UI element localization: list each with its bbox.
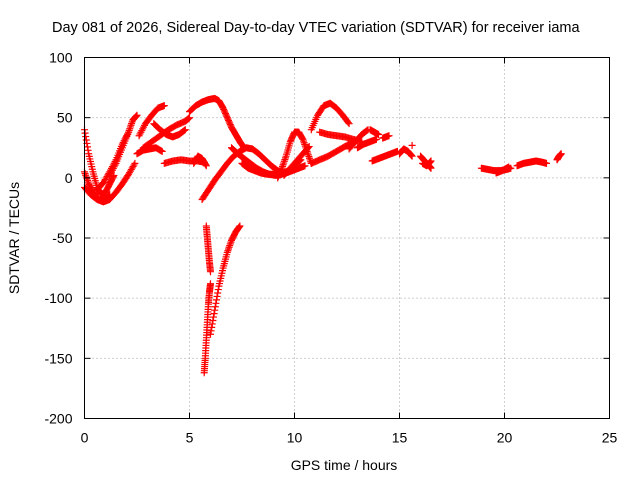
data-point bbox=[375, 131, 382, 139]
series-arc-34 bbox=[492, 163, 513, 177]
x-tick-label: 25 bbox=[602, 430, 618, 446]
x-tick-label: 20 bbox=[497, 430, 513, 446]
data-point bbox=[408, 141, 416, 149]
series-arc-23 bbox=[307, 138, 357, 167]
data-point bbox=[207, 268, 214, 276]
series-arc-24 bbox=[345, 126, 372, 153]
data-point bbox=[160, 102, 168, 110]
series-arc-25 bbox=[354, 135, 380, 152]
data-point bbox=[557, 150, 565, 158]
series-arc-36 bbox=[553, 150, 565, 164]
x-tick-label: 5 bbox=[186, 430, 194, 446]
series-arc-12 bbox=[186, 94, 248, 152]
series-arc-35 bbox=[513, 157, 550, 170]
axis-ticks: 0 5 10 15 20 25 -200 -150 -100 -50 0 50 100 bbox=[44, 50, 617, 446]
series-arc-21 bbox=[307, 99, 353, 134]
data-point bbox=[505, 163, 513, 171]
data-point bbox=[111, 161, 119, 169]
x-axis-label: GPS time / hours bbox=[291, 457, 398, 473]
data-point bbox=[344, 118, 352, 126]
data-point bbox=[131, 159, 139, 167]
data-point bbox=[186, 114, 193, 122]
y-tick-label: 0 bbox=[65, 170, 73, 186]
data-point bbox=[180, 126, 188, 134]
series-arc-3 bbox=[81, 159, 139, 206]
data-points bbox=[81, 94, 565, 377]
series-arc-15 bbox=[202, 222, 214, 276]
chart-title: Day 081 of 2026, Sidereal Day-to-day VTE… bbox=[52, 20, 581, 36]
series-arc-9 bbox=[150, 120, 189, 141]
y-tick-label: -150 bbox=[44, 350, 72, 366]
data-point bbox=[408, 152, 416, 160]
data-point bbox=[181, 126, 189, 134]
y-tick-label: -50 bbox=[52, 230, 72, 246]
data-point bbox=[202, 162, 210, 170]
series-arc-29 bbox=[396, 145, 416, 160]
y-tick-label: -200 bbox=[44, 411, 72, 427]
series-arc-28 bbox=[379, 132, 393, 142]
data-point bbox=[427, 164, 435, 172]
y-tick-label: 50 bbox=[57, 110, 73, 126]
series-arc-16 bbox=[207, 222, 244, 338]
series-arc-27 bbox=[368, 147, 401, 165]
x-tick-label: 0 bbox=[81, 430, 89, 446]
series-arc-7 bbox=[135, 102, 168, 140]
data-point bbox=[133, 111, 141, 119]
x-tick-label: 15 bbox=[392, 430, 408, 446]
series-arc-26 bbox=[366, 126, 382, 139]
data-point bbox=[82, 133, 90, 141]
x-tick-label: 10 bbox=[287, 430, 303, 446]
data-point bbox=[304, 144, 312, 152]
series-arc-1 bbox=[81, 126, 118, 199]
data-point bbox=[130, 161, 138, 169]
data-point bbox=[305, 143, 313, 151]
series-arc-22 bbox=[316, 128, 366, 146]
data-point bbox=[236, 222, 244, 230]
data-point bbox=[385, 132, 393, 140]
data-point bbox=[301, 162, 309, 170]
series-arc-5 bbox=[106, 111, 141, 179]
data-point bbox=[158, 147, 166, 155]
series-arc-20 bbox=[280, 143, 313, 179]
data-point bbox=[427, 157, 435, 165]
data-point bbox=[543, 159, 550, 167]
plot-frame bbox=[84, 57, 610, 419]
data-point bbox=[372, 135, 380, 143]
series-arc-11 bbox=[190, 152, 210, 170]
grid bbox=[84, 57, 610, 419]
y-tick-label: -100 bbox=[44, 290, 72, 306]
data-point bbox=[207, 280, 214, 288]
y-tick-label: 100 bbox=[49, 50, 73, 66]
data-point bbox=[345, 120, 353, 128]
series-arc-14 bbox=[200, 280, 214, 377]
y-axis-label: SDTVAR / TECUs bbox=[6, 182, 22, 294]
series-arc-32 bbox=[419, 157, 435, 170]
series-arc-30 bbox=[408, 141, 416, 149]
